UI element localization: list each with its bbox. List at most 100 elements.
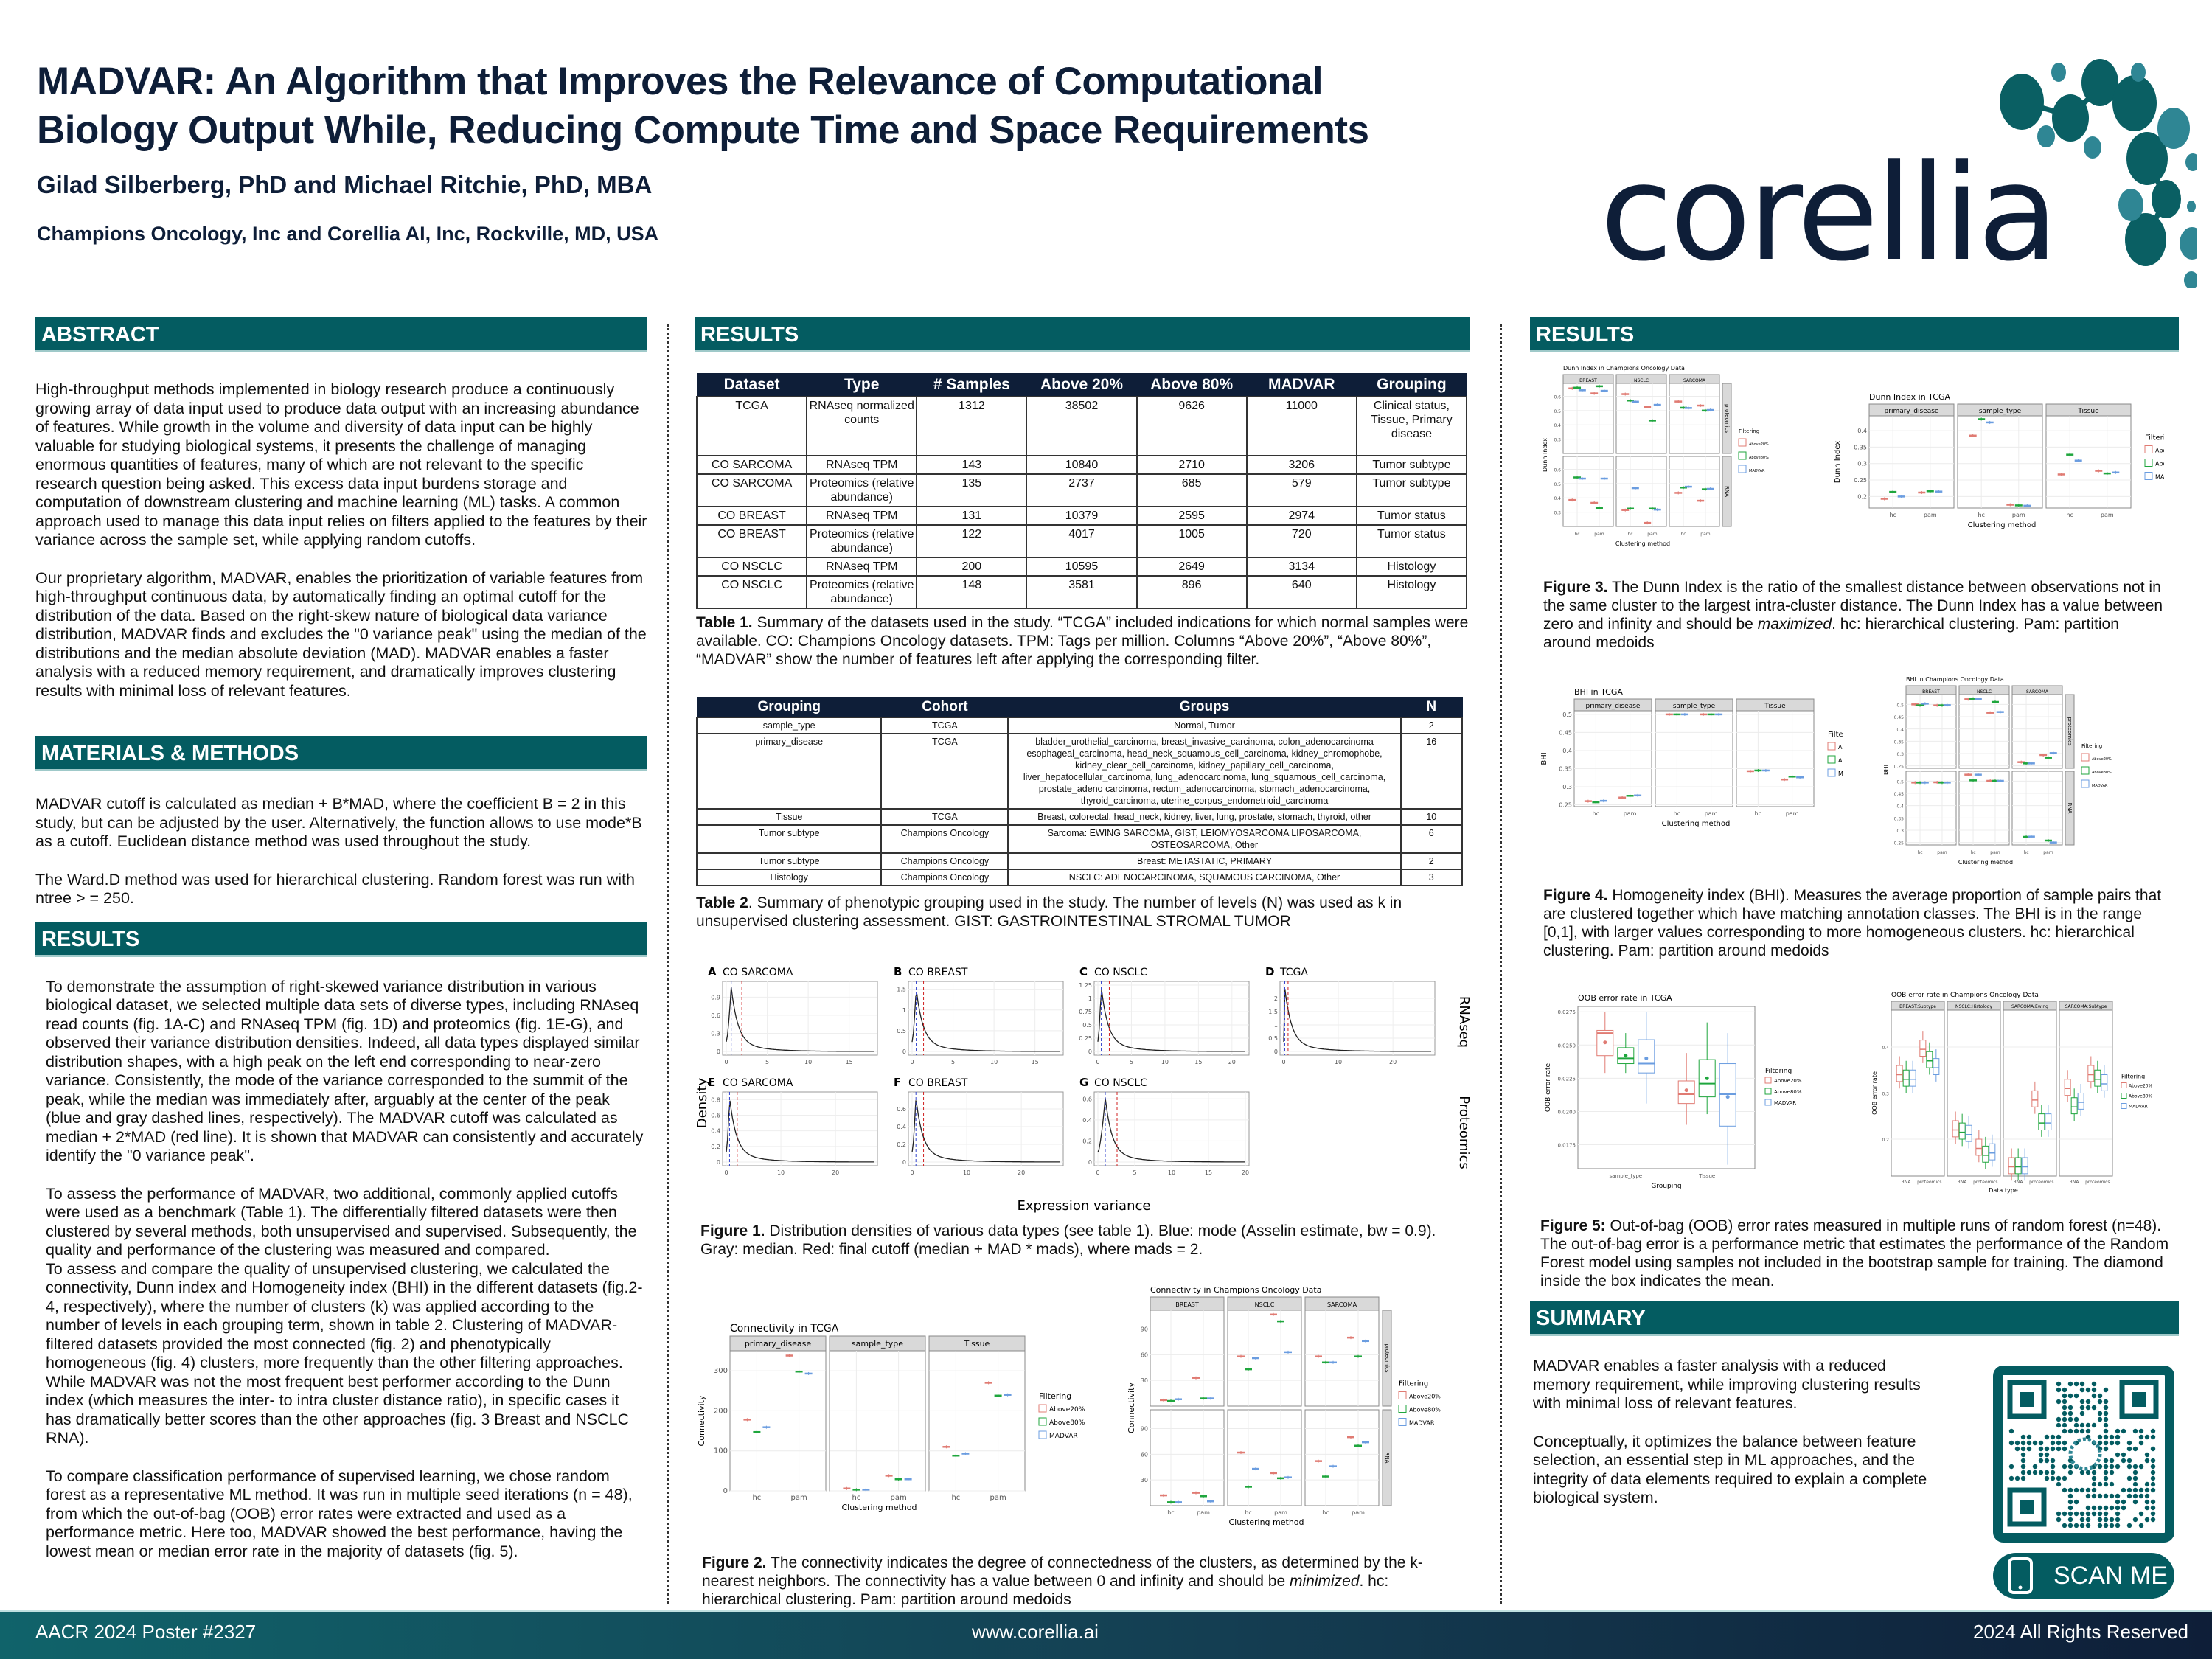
svg-text:15: 15 bbox=[1194, 1059, 1202, 1065]
scan-me-button[interactable]: SCAN ME bbox=[1993, 1553, 2174, 1599]
table-row: Tumor subtype Champions Oncology Breast: M… bbox=[695, 852, 1464, 870]
svg-text:sample_type: sample_type bbox=[1610, 1173, 1643, 1179]
column-divider-1 bbox=[667, 324, 669, 1604]
svg-text:proteomics: proteomics bbox=[1724, 404, 1730, 433]
middle-column: RESULTS Dataset Type # Samples Above 20% Abo… bbox=[693, 317, 1472, 1609]
svg-text:proteomics: proteomics bbox=[1384, 1343, 1390, 1372]
figure-3-dunn-champions: Dunn Index in Champions Oncology Data BRE… bbox=[1542, 365, 1769, 547]
svg-text:hc: hc bbox=[752, 1494, 761, 1502]
svg-text:SARCOMA:Subtype: SARCOMA:Subtype bbox=[2065, 1004, 2107, 1009]
svg-text:20: 20 bbox=[1018, 1169, 1025, 1176]
svg-text:F: F bbox=[894, 1076, 901, 1089]
table-cell: CO BREAST bbox=[695, 506, 808, 526]
svg-text:0: 0 bbox=[910, 1059, 914, 1065]
svg-text:hc: hc bbox=[1167, 1509, 1174, 1516]
svg-text:0.6: 0.6 bbox=[711, 1012, 720, 1019]
results-paragraph-2: To assess the performance of MADVAR, two… bbox=[46, 1184, 637, 1259]
table-cell: 3206 bbox=[1245, 455, 1357, 475]
svg-text:0.25: 0.25 bbox=[1894, 765, 1905, 770]
table-row: CO NSCLC Proteomics (relative abundance) 1… bbox=[695, 575, 1468, 609]
svg-text:primary_disease: primary_disease bbox=[1885, 408, 1939, 415]
svg-text:Dunn Index: Dunn Index bbox=[1542, 438, 1548, 472]
svg-text:0: 0 bbox=[902, 1048, 906, 1055]
svg-text:Density: Density bbox=[695, 1077, 710, 1128]
figure-1-caption: Figure 1. Distribution densities of vari… bbox=[700, 1222, 1438, 1259]
svg-text:90: 90 bbox=[1141, 1426, 1148, 1433]
svg-text:20: 20 bbox=[1242, 1169, 1249, 1176]
table-cell: Proteomics (relative abundance) bbox=[806, 473, 918, 507]
svg-text:0.4: 0.4 bbox=[1554, 423, 1561, 428]
title-line-1: MADVAR: An Algorithm that Improves the R… bbox=[37, 60, 1324, 103]
svg-text:10: 10 bbox=[777, 1169, 785, 1176]
svg-text:BHI: BHI bbox=[1884, 765, 1889, 775]
svg-text:hc: hc bbox=[1674, 810, 1680, 817]
svg-text:A: A bbox=[708, 965, 717, 978]
table-cell: 896 bbox=[1135, 575, 1248, 609]
svg-text:pam: pam bbox=[790, 1494, 807, 1502]
svg-text:0.35: 0.35 bbox=[1894, 740, 1905, 745]
svg-text:0.8: 0.8 bbox=[711, 1096, 720, 1103]
svg-text:primary_disease: primary_disease bbox=[745, 1339, 812, 1349]
table-cell: 4017 bbox=[1026, 524, 1138, 558]
results-heading-left: RESULTS bbox=[35, 921, 647, 957]
caption-emphasis: minimized bbox=[1289, 1573, 1360, 1590]
svg-text:0.2: 0.2 bbox=[1857, 493, 1867, 500]
svg-text:primary_disease: primary_disease bbox=[1586, 703, 1641, 710]
table-cell: 148 bbox=[916, 575, 1028, 609]
caption-label: Table 1. bbox=[696, 614, 753, 631]
svg-text:5: 5 bbox=[1133, 1169, 1136, 1176]
svg-text:Grouping: Grouping bbox=[1651, 1183, 1681, 1190]
svg-text:0.4: 0.4 bbox=[1896, 804, 1904, 810]
phone-icon bbox=[2008, 1557, 2033, 1594]
svg-text:30: 30 bbox=[1141, 1477, 1148, 1484]
svg-text:RNA: RNA bbox=[2070, 1180, 2080, 1185]
caption-text: Out-of-bag (OOB) error rates measured in… bbox=[1540, 1217, 2169, 1290]
svg-text:5: 5 bbox=[1130, 1059, 1133, 1065]
svg-text:10: 10 bbox=[990, 1059, 998, 1065]
svg-text:pam: pam bbox=[2012, 512, 2025, 518]
table-cell: CO SARCOMA bbox=[695, 473, 808, 507]
svg-text:0.4: 0.4 bbox=[897, 1124, 906, 1130]
svg-text:0: 0 bbox=[1096, 1059, 1099, 1065]
caption-text: Summary of the datasets used in the stud… bbox=[696, 614, 1469, 668]
svg-text:0.45: 0.45 bbox=[1894, 792, 1905, 797]
table-header-cell: Above 20% bbox=[1026, 373, 1138, 397]
svg-text:0.75: 0.75 bbox=[1079, 1009, 1092, 1015]
svg-text:hc: hc bbox=[1593, 810, 1599, 817]
svg-text:0.6: 0.6 bbox=[711, 1112, 720, 1119]
svg-text:1: 1 bbox=[1274, 1022, 1278, 1029]
table-cell: Clinical status, Tissue, Primary disease bbox=[1355, 396, 1468, 456]
svg-text:0.3: 0.3 bbox=[711, 1030, 720, 1037]
table-cell: Tumor status bbox=[1355, 524, 1468, 558]
svg-text:pam: pam bbox=[890, 1494, 906, 1502]
table-cell: Normal, Tumor bbox=[1007, 717, 1402, 734]
footer-website-link[interactable]: www.corellia.ai bbox=[972, 1621, 1099, 1643]
svg-text:2: 2 bbox=[1274, 995, 1278, 1002]
svg-text:Above80%: Above80% bbox=[1409, 1407, 1441, 1413]
svg-text:0: 0 bbox=[1088, 1159, 1092, 1166]
table-cell: 2 bbox=[1399, 852, 1464, 870]
svg-text:0.0225: 0.0225 bbox=[1558, 1076, 1576, 1082]
figure-2-caption: Figure 2. The connectivity indicates the… bbox=[702, 1554, 1439, 1609]
svg-text:0: 0 bbox=[724, 1169, 728, 1176]
svg-text:10: 10 bbox=[1161, 1059, 1169, 1065]
results-paragraph-3: To assess and compare the quality of uns… bbox=[46, 1259, 643, 1447]
table-cell: Histology bbox=[695, 869, 883, 886]
svg-text:0.2: 0.2 bbox=[711, 1144, 720, 1150]
qr-code[interactable] bbox=[1993, 1366, 2174, 1543]
left-column: ABSTRACT High-throughput methods impleme… bbox=[35, 317, 647, 1561]
svg-text:0.3: 0.3 bbox=[1554, 438, 1561, 443]
table-cell: 2 bbox=[1399, 717, 1464, 734]
table-header-cell: Groups bbox=[1007, 697, 1402, 718]
svg-text:0: 0 bbox=[1274, 1048, 1278, 1055]
caption-text: Homogeneity index (BHI). Measures the av… bbox=[1543, 887, 2162, 959]
svg-text:CO SARCOMA: CO SARCOMA bbox=[723, 967, 793, 978]
footer-poster-id: AACR 2024 Poster #2327 bbox=[35, 1621, 257, 1643]
svg-text:sample_type: sample_type bbox=[1673, 703, 1716, 710]
svg-text:15: 15 bbox=[1032, 1059, 1039, 1065]
svg-text:E: E bbox=[708, 1076, 715, 1089]
svg-text:0.3: 0.3 bbox=[1857, 461, 1867, 467]
results-heading-middle: RESULTS bbox=[695, 317, 1470, 352]
svg-text:0.3: 0.3 bbox=[1896, 752, 1904, 757]
svg-text:200: 200 bbox=[714, 1407, 728, 1415]
